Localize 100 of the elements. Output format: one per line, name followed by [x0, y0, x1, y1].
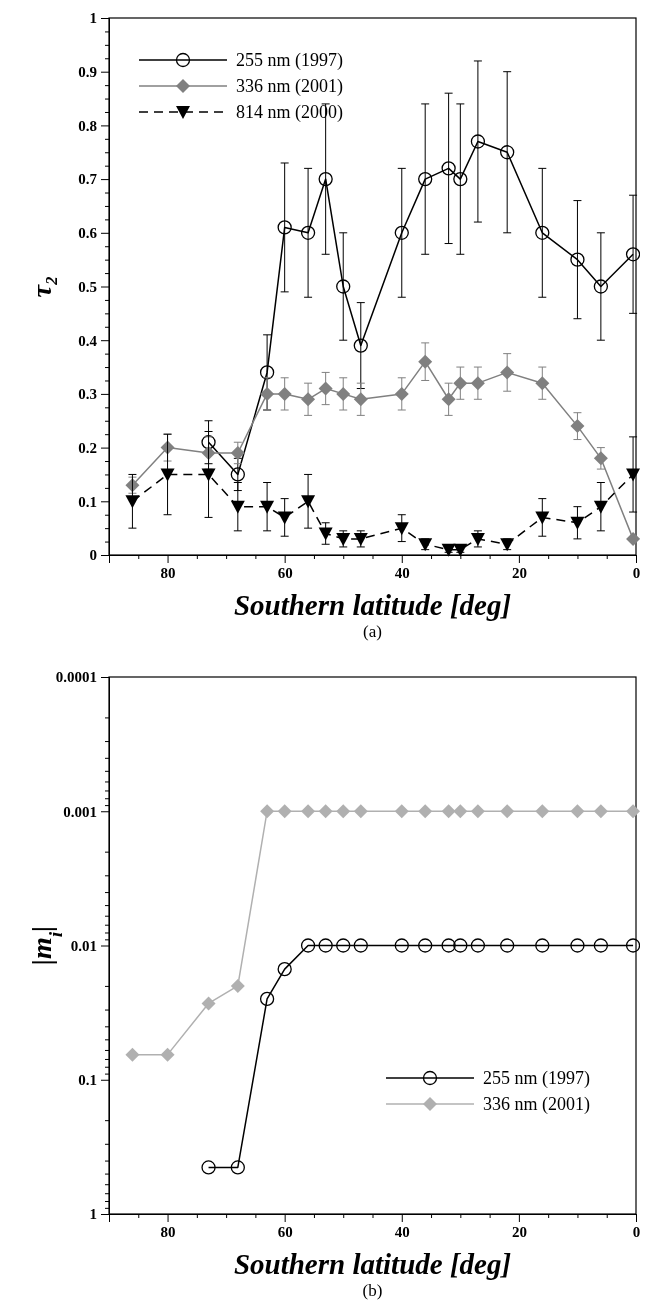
- x-axis-title: Southern latitude [deg]: [233, 1248, 512, 1280]
- y-tick-label: 0.01: [70, 937, 97, 954]
- point: [201, 996, 216, 1011]
- point: [353, 938, 368, 953]
- point: [201, 468, 216, 482]
- legend-label: 336 nm (2001): [236, 76, 343, 97]
- point: [535, 804, 550, 819]
- point: [453, 171, 468, 187]
- y-tick-label: 0.0001: [55, 669, 97, 686]
- point: [570, 419, 585, 434]
- point: [535, 225, 550, 240]
- point: [318, 804, 333, 819]
- point: [353, 804, 368, 819]
- point: [336, 804, 351, 819]
- y-tick-label: 1: [89, 10, 97, 27]
- x-tick-label: 20: [511, 564, 527, 581]
- point: [394, 522, 409, 536]
- y-tick-label: 0.5: [78, 278, 97, 295]
- point: [201, 1160, 216, 1175]
- x-tick-label: 20: [511, 1223, 527, 1240]
- y-tick-label: 0.4: [78, 332, 98, 349]
- point: [277, 220, 292, 235]
- point: [593, 500, 608, 514]
- point: [470, 938, 486, 953]
- point: [230, 500, 245, 514]
- point: [470, 376, 485, 391]
- point: [625, 938, 640, 953]
- point: [593, 804, 608, 819]
- x-tick-label: 0: [632, 1223, 641, 1240]
- point: [626, 531, 640, 546]
- y-tick-label: 1: [89, 1206, 97, 1223]
- point: [260, 500, 275, 514]
- point: [125, 495, 140, 509]
- point: [353, 392, 368, 407]
- point: [500, 804, 515, 819]
- point: [500, 145, 515, 160]
- point: [453, 804, 468, 819]
- point: [418, 804, 433, 819]
- point: [441, 161, 456, 176]
- y-tick-label: 0.2: [78, 439, 97, 456]
- point: [353, 338, 368, 353]
- point: [394, 804, 409, 819]
- point: [336, 938, 351, 953]
- x-tick-label: 60: [277, 1223, 293, 1240]
- y-tick-label: 0.3: [78, 386, 97, 403]
- point: [570, 804, 585, 819]
- point: [160, 1047, 175, 1062]
- y-tick-label: 0.1: [78, 493, 97, 510]
- legend-label: 255 nm (1997): [483, 1068, 590, 1089]
- y-tick-label: 0.9: [78, 64, 97, 80]
- x-tick-label: 40: [394, 1223, 410, 1240]
- point: [441, 543, 456, 557]
- point: [336, 279, 351, 294]
- point: [277, 386, 292, 401]
- point: [418, 354, 433, 369]
- x-tick-label: 80: [160, 1223, 176, 1240]
- point: [570, 938, 585, 953]
- y-tick-label: 0.001: [63, 803, 97, 820]
- point: [470, 804, 485, 819]
- point: [318, 171, 333, 187]
- point: [336, 386, 351, 401]
- point: [260, 804, 275, 819]
- point: [277, 804, 292, 819]
- point: [418, 171, 433, 187]
- y-tick-label: 0.1: [78, 1072, 97, 1089]
- point: [626, 804, 640, 819]
- point: [593, 451, 608, 466]
- y-tick-label: 0: [89, 547, 97, 564]
- legend-label: 255 nm (1997): [236, 50, 343, 71]
- point: [453, 938, 468, 953]
- point: [535, 376, 550, 391]
- point: [535, 511, 550, 525]
- point: [470, 134, 486, 149]
- point: [260, 386, 275, 401]
- point: [318, 527, 333, 541]
- point: [318, 381, 333, 396]
- point: [593, 938, 609, 953]
- point: [301, 495, 316, 509]
- point: [201, 435, 216, 450]
- point: [230, 445, 245, 460]
- point: [453, 543, 468, 557]
- point: [394, 386, 409, 401]
- point: [535, 938, 550, 953]
- point: [441, 938, 456, 953]
- point: [394, 938, 409, 953]
- point: [500, 938, 515, 953]
- point: [625, 247, 640, 262]
- x-tick-label: 80: [160, 564, 176, 581]
- point: [230, 1160, 245, 1175]
- point: [500, 365, 515, 380]
- point: [394, 225, 409, 240]
- legend-label: 336 nm (2001): [483, 1094, 590, 1115]
- point: [626, 468, 640, 482]
- point: [570, 516, 585, 530]
- y-tick-label: 0.7: [78, 171, 98, 188]
- point: [441, 392, 456, 407]
- x-tick-label: 60: [277, 564, 293, 581]
- point: [301, 392, 316, 407]
- y-tick-label: 0.6: [78, 225, 98, 242]
- point: [570, 252, 585, 267]
